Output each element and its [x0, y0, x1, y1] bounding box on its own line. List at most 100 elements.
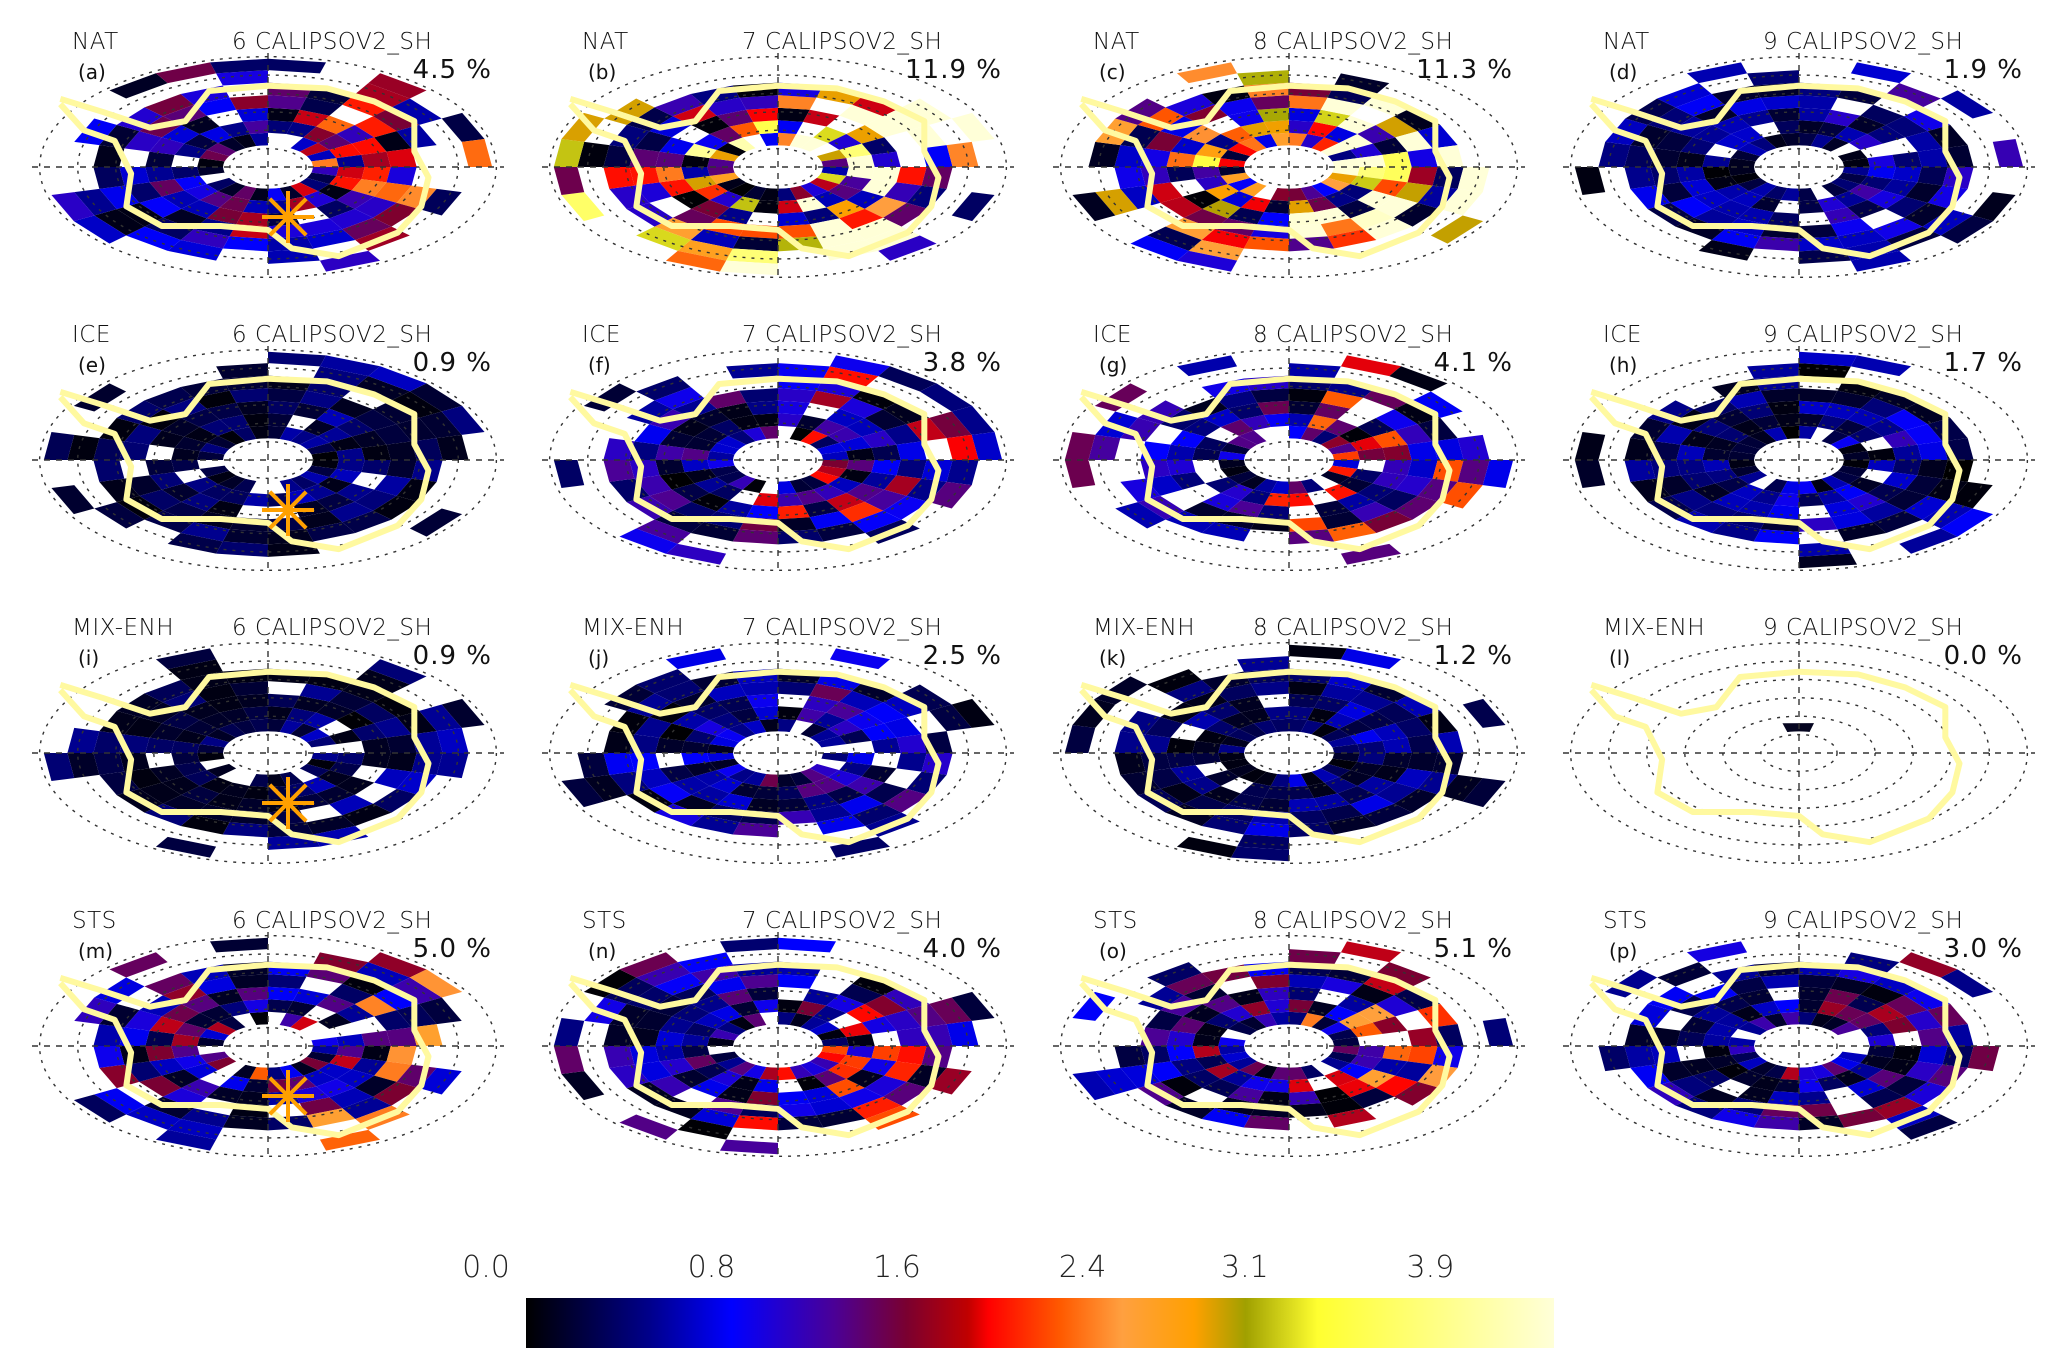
- panel-class: STS: [72, 908, 117, 934]
- data-cell: [1357, 1046, 1386, 1059]
- data-cell: [1214, 390, 1258, 409]
- data-cell: [729, 121, 760, 138]
- data-cell: [1780, 425, 1799, 440]
- data-cell: [145, 460, 175, 476]
- data-cell: [351, 137, 387, 155]
- data-cell: [691, 200, 730, 219]
- data-cell: [1892, 460, 1922, 476]
- data-cell: [290, 475, 319, 490]
- data-cell: [316, 1079, 355, 1098]
- data-cell: [752, 999, 778, 1013]
- data-cell: [139, 489, 182, 511]
- data-cell: [1170, 1058, 1206, 1076]
- data-cell: [1712, 115, 1751, 134]
- data-cell: [149, 1058, 185, 1076]
- data-cell: [184, 426, 218, 443]
- data-cell: [318, 1063, 352, 1080]
- panel-class: ICE: [582, 322, 621, 348]
- data-cell: [1630, 417, 1671, 442]
- data-cell: [1227, 177, 1258, 192]
- data-cell: [299, 390, 343, 409]
- data-cell: [342, 972, 392, 996]
- data-cell: [553, 167, 585, 196]
- polar-plot: [1053, 53, 1525, 281]
- data-cell: [800, 723, 829, 738]
- data-cell: [1773, 999, 1799, 1013]
- data-cell: [839, 983, 884, 1005]
- data-cell: [1394, 986, 1441, 1011]
- data-cell: [1240, 1075, 1271, 1092]
- data-cell: [1311, 430, 1340, 445]
- data-cell: [778, 937, 837, 953]
- data-cell: [249, 132, 268, 147]
- data-cell: [124, 131, 162, 152]
- data-cell: [299, 177, 330, 192]
- data-cell: [242, 999, 268, 1013]
- data-cell: [896, 734, 927, 753]
- polar-panel: NAT 9 CALIPSOV2_SH (d) 1.9 %: [1531, 15, 2047, 308]
- data-cell: [752, 493, 778, 507]
- data-cell: [1773, 1079, 1799, 1093]
- data-cell: [1289, 644, 1348, 660]
- data-cell: [694, 184, 728, 201]
- data-cell: [1192, 1046, 1221, 1059]
- data-cell: [883, 788, 930, 813]
- data-cell: [268, 1066, 287, 1081]
- data-cell: [1289, 187, 1308, 202]
- data-cell: [249, 1011, 268, 1026]
- data-cell: [236, 400, 268, 415]
- data-cell: [311, 167, 339, 176]
- data-cell: [839, 208, 884, 230]
- data-cell: [1320, 683, 1364, 702]
- data-cell: [951, 112, 995, 142]
- data-cell: [436, 434, 469, 460]
- data-cell: [1314, 402, 1351, 420]
- data-cell: [145, 737, 175, 753]
- data-cell: [553, 460, 585, 489]
- data-cell: [1940, 215, 1994, 244]
- polar-panel: STS 9 CALIPSOV2_SH (p) 3.0 %: [1531, 894, 2047, 1187]
- data-cell: [1650, 1046, 1681, 1065]
- data-cell: [1382, 737, 1412, 753]
- data-cell: [1363, 803, 1413, 827]
- data-cell: [1147, 669, 1202, 694]
- data-cell: [441, 112, 485, 142]
- data-cells: [553, 937, 995, 1155]
- data-cell: [386, 734, 417, 753]
- data-cell: [789, 1064, 814, 1080]
- data-cell: [1810, 1064, 1835, 1080]
- data-cell: [671, 190, 710, 209]
- data-cell: [1830, 1056, 1861, 1071]
- data-cell: [709, 149, 740, 162]
- data-cell: [206, 177, 237, 192]
- data-cell: [1763, 426, 1788, 442]
- data-cell: [1334, 73, 1390, 94]
- data-cell: [1395, 131, 1433, 152]
- data-cell: [852, 972, 902, 996]
- data-cell: [1830, 976, 1874, 995]
- data-cell: [299, 763, 330, 778]
- data-cell: [839, 761, 872, 777]
- panel-class: MIX-ENH: [1093, 615, 1196, 641]
- data-cell: [126, 226, 181, 251]
- data-cell: [1350, 983, 1395, 1005]
- data-cell: [386, 1046, 417, 1065]
- data-cell: [1647, 107, 1694, 132]
- data-cell: [73, 1094, 127, 1123]
- data-cell: [99, 124, 140, 149]
- data-cell: [1357, 711, 1396, 730]
- data-cell: [1357, 190, 1396, 209]
- data-cell: [249, 187, 268, 202]
- data-cell: [694, 477, 728, 494]
- data-cell: [1307, 414, 1338, 431]
- latitude-circle: [548, 55, 1008, 279]
- data-cell: [318, 477, 352, 494]
- panel-class: NAT: [1603, 29, 1650, 55]
- data-cell: [694, 426, 728, 443]
- data-cell: [1375, 196, 1418, 218]
- data-cell: [1830, 511, 1874, 530]
- data-cell: [681, 447, 710, 460]
- data-cell: [852, 803, 902, 827]
- data-cell: [1882, 472, 1918, 490]
- data-cell: [1166, 444, 1196, 460]
